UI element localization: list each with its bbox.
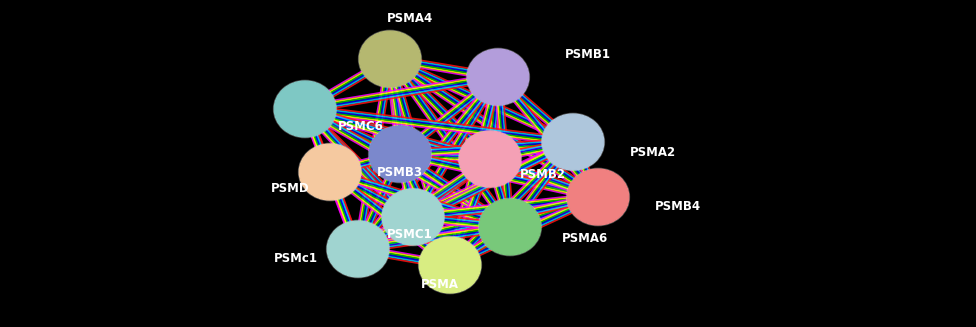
Text: PSMC1: PSMC1 [387,229,433,242]
Ellipse shape [479,199,541,255]
Text: PSMc1: PSMc1 [274,252,318,266]
Ellipse shape [300,144,361,200]
Ellipse shape [383,189,444,245]
Ellipse shape [459,131,521,187]
Text: PSMB4: PSMB4 [655,200,701,214]
Ellipse shape [327,221,388,277]
Text: PSMA6: PSMA6 [562,232,608,246]
Text: PSMD: PSMD [271,182,310,196]
Ellipse shape [420,237,481,293]
Text: PSMB1: PSMB1 [565,47,611,60]
Text: PSMA: PSMA [421,279,459,291]
Ellipse shape [359,31,421,87]
Ellipse shape [567,169,629,225]
Ellipse shape [543,114,604,170]
Text: PSMC6: PSMC6 [338,121,384,133]
Text: PSMB3: PSMB3 [377,165,423,179]
Text: PSMA2: PSMA2 [630,146,676,159]
Ellipse shape [274,81,336,137]
Text: PSMB2: PSMB2 [520,168,566,181]
Ellipse shape [468,49,529,105]
Ellipse shape [369,126,430,182]
Text: PSMA4: PSMA4 [386,12,433,26]
